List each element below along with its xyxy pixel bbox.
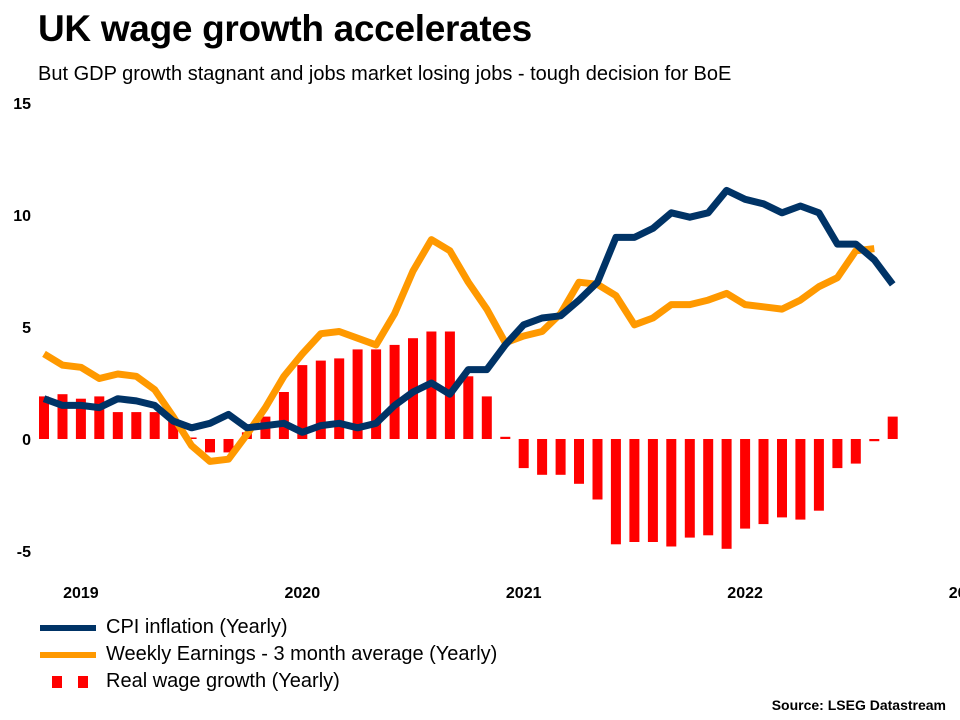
x-tick-label: 2019 — [63, 585, 99, 602]
source-note: Source: LSEG Datastream — [771, 697, 946, 713]
real-wage-bar — [795, 439, 806, 520]
real-wage-bar — [186, 437, 197, 439]
real-wage-bar — [684, 439, 695, 538]
real-wage-bar — [352, 349, 363, 439]
real-wage-bar — [463, 376, 474, 439]
chart: 15 10 5 0 -5 2019 2020 2021 2022 2023 — [13, 96, 960, 602]
real-wage-bar — [149, 412, 160, 439]
real-wage-bar — [205, 439, 215, 453]
legend-swatch-real — [40, 675, 96, 688]
real-wage-bar — [850, 439, 861, 464]
x-tick-label: 2023 — [949, 585, 960, 602]
real-wage-bar — [444, 331, 455, 439]
x-tick-label: 2022 — [727, 585, 763, 602]
real-wage-bar — [334, 358, 345, 439]
real-wage-bar — [721, 439, 732, 549]
x-tick-label: 2021 — [506, 585, 542, 602]
legend-item-cpi: CPI inflation (Yearly) — [40, 614, 497, 641]
real-wage-bar — [758, 439, 769, 525]
real-wage-bar — [168, 421, 179, 439]
y-tick-label: 0 — [22, 432, 31, 449]
real-wage-bar — [297, 365, 308, 439]
y-tick-label: -5 — [17, 544, 31, 561]
real-wage-bar — [703, 439, 714, 536]
y-tick-label: 10 — [13, 208, 31, 225]
real-wage-bar — [57, 394, 68, 439]
real-wage-bar — [887, 416, 898, 439]
real-wage-bar — [740, 439, 751, 529]
x-tick-label: 2020 — [285, 585, 321, 602]
chart-title: UK wage growth accelerates — [38, 8, 532, 49]
real-wage-bar — [389, 344, 400, 439]
legend-label-real: Real wage growth (Yearly) — [106, 670, 340, 692]
real-wage-bars — [39, 331, 898, 549]
real-wage-bar — [278, 392, 289, 439]
series-lines — [42, 186, 896, 465]
legend-item-real: Real wage growth (Yearly) — [40, 668, 497, 695]
real-wage-bar — [112, 412, 123, 439]
real-wage-bar — [592, 439, 603, 500]
real-wage-bar — [481, 396, 492, 439]
real-wage-bar — [371, 349, 382, 439]
real-wage-bar — [813, 439, 824, 511]
legend-swatch-earnings — [40, 651, 96, 658]
y-tick-label: 5 — [22, 320, 31, 337]
y-tick-label: 15 — [13, 96, 31, 113]
real-wage-bar — [610, 439, 621, 545]
earnings-line — [42, 236, 875, 465]
real-wage-bar — [555, 439, 566, 475]
legend-label-cpi: CPI inflation (Yearly) — [106, 616, 288, 638]
legend-label-earnings: Weekly Earnings - 3 month average (Yearl… — [106, 643, 498, 665]
legend-swatch-cpi — [40, 624, 96, 631]
real-wage-bar — [777, 439, 787, 518]
real-wage-bar — [131, 412, 142, 439]
real-wage-bar — [574, 439, 584, 484]
real-wage-bar — [75, 398, 86, 439]
real-wage-bar — [869, 439, 880, 442]
real-wage-bar — [832, 439, 843, 469]
real-wage-bar — [94, 396, 105, 439]
real-wage-bar — [315, 360, 326, 439]
real-wage-bar — [666, 439, 677, 547]
real-wage-bar — [223, 439, 234, 453]
real-wage-bar — [537, 439, 548, 475]
chart-subtitle: But GDP growth stagnant and jobs market … — [38, 63, 732, 85]
cpi-line — [42, 186, 896, 436]
x-axis: 2019 2020 2021 2022 2023 — [63, 585, 960, 602]
legend-item-earnings: Weekly Earnings - 3 month average (Yearl… — [40, 641, 497, 668]
y-axis: 15 10 5 0 -5 — [13, 96, 31, 561]
legend: CPI inflation (Yearly) Weekly Earnings -… — [40, 614, 497, 695]
real-wage-bar — [647, 439, 658, 542]
real-wage-bar — [500, 436, 511, 439]
real-wage-bar — [39, 396, 49, 439]
real-wage-bar — [629, 439, 640, 542]
real-wage-bar — [518, 439, 529, 469]
